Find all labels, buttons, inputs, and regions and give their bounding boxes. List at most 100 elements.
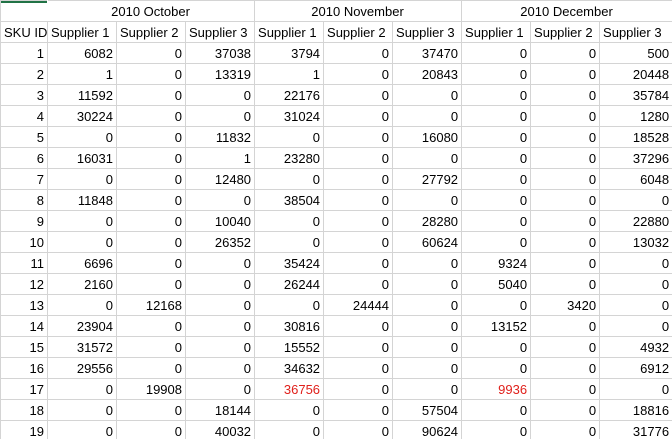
quantity-cell[interactable]: 0 xyxy=(461,189,532,211)
quantity-cell[interactable]: 0 xyxy=(530,105,601,127)
quantity-cell[interactable]: 37470 xyxy=(392,42,463,64)
sku-id-cell[interactable]: 6 xyxy=(0,147,48,169)
quantity-cell[interactable]: 35424 xyxy=(254,252,325,274)
sku-id-cell[interactable]: 11 xyxy=(0,252,48,274)
quantity-cell[interactable]: 0 xyxy=(184,252,256,274)
quantity-cell[interactable]: 12168 xyxy=(116,294,186,316)
quantity-cell[interactable]: 0 xyxy=(116,210,186,232)
quantity-cell[interactable]: 11848 xyxy=(47,189,117,211)
quantity-cell[interactable]: 0 xyxy=(461,63,532,85)
quantity-cell[interactable]: 18528 xyxy=(599,126,672,148)
month-header-cell[interactable]: 2010 November xyxy=(254,0,463,22)
quantity-cell[interactable]: 30816 xyxy=(254,315,325,337)
supplier-header-cell[interactable]: Supplier 1 xyxy=(47,21,117,43)
quantity-cell[interactable]: 0 xyxy=(392,84,463,106)
quantity-cell[interactable]: 0 xyxy=(530,231,601,253)
quantity-cell[interactable]: 26352 xyxy=(184,231,256,253)
quantity-cell[interactable]: 0 xyxy=(47,210,117,232)
quantity-cell[interactable]: 0 xyxy=(599,315,672,337)
quantity-cell[interactable]: 0 xyxy=(184,315,256,337)
quantity-cell[interactable]: 9324 xyxy=(461,252,532,274)
quantity-cell[interactable]: 0 xyxy=(254,231,325,253)
quantity-cell[interactable]: 0 xyxy=(47,168,117,190)
quantity-cell[interactable]: 0 xyxy=(392,378,463,400)
quantity-cell[interactable]: 19908 xyxy=(116,378,186,400)
quantity-cell[interactable]: 0 xyxy=(461,210,532,232)
quantity-cell[interactable]: 0 xyxy=(599,273,672,295)
quantity-cell[interactable]: 0 xyxy=(116,315,186,337)
quantity-cell[interactable]: 31776 xyxy=(599,420,672,439)
quantity-cell[interactable]: 40032 xyxy=(184,420,256,439)
supplier-header-cell[interactable]: Supplier 1 xyxy=(254,21,325,43)
quantity-cell[interactable]: 35784 xyxy=(599,84,672,106)
quantity-cell[interactable]: 500 xyxy=(599,42,672,64)
quantity-cell[interactable]: 2160 xyxy=(47,273,117,295)
quantity-cell[interactable]: 6696 xyxy=(47,252,117,274)
quantity-cell[interactable]: 13152 xyxy=(461,315,532,337)
quantity-cell[interactable]: 0 xyxy=(323,357,394,379)
quantity-cell[interactable]: 0 xyxy=(392,147,463,169)
quantity-cell[interactable]: 0 xyxy=(530,420,601,439)
quantity-cell[interactable]: 0 xyxy=(184,105,256,127)
quantity-cell[interactable]: 0 xyxy=(47,420,117,439)
quantity-cell[interactable]: 0 xyxy=(47,231,117,253)
quantity-cell[interactable]: 0 xyxy=(184,189,256,211)
quantity-cell[interactable]: 31024 xyxy=(254,105,325,127)
quantity-cell[interactable]: 37038 xyxy=(184,42,256,64)
quantity-cell[interactable]: 13032 xyxy=(599,231,672,253)
quantity-cell[interactable]: 0 xyxy=(392,357,463,379)
supplier-header-cell[interactable]: Supplier 3 xyxy=(392,21,463,43)
quantity-cell[interactable]: 0 xyxy=(47,399,117,421)
quantity-cell[interactable]: 0 xyxy=(530,189,601,211)
quantity-cell[interactable]: 0 xyxy=(461,336,532,358)
quantity-cell[interactable]: 4932 xyxy=(599,336,672,358)
quantity-cell[interactable]: 24444 xyxy=(323,294,394,316)
quantity-cell[interactable]: 38504 xyxy=(254,189,325,211)
quantity-cell[interactable]: 0 xyxy=(323,420,394,439)
quantity-cell[interactable]: 0 xyxy=(599,189,672,211)
quantity-cell[interactable]: 60624 xyxy=(392,231,463,253)
quantity-cell[interactable]: 0 xyxy=(599,378,672,400)
sku-id-cell[interactable]: 5 xyxy=(0,126,48,148)
sku-id-cell[interactable]: 4 xyxy=(0,105,48,127)
quantity-cell[interactable]: 0 xyxy=(254,210,325,232)
quantity-cell[interactable]: 0 xyxy=(530,168,601,190)
quantity-cell[interactable]: 1 xyxy=(47,63,117,85)
quantity-cell[interactable]: 27792 xyxy=(392,168,463,190)
quantity-cell[interactable]: 0 xyxy=(530,126,601,148)
quantity-cell[interactable]: 0 xyxy=(323,210,394,232)
sku-id-cell[interactable]: 2 xyxy=(0,63,48,85)
quantity-cell[interactable]: 0 xyxy=(116,147,186,169)
quantity-cell[interactable]: 0 xyxy=(184,84,256,106)
quantity-cell[interactable]: 36756 xyxy=(254,378,325,400)
quantity-cell[interactable]: 0 xyxy=(116,273,186,295)
quantity-cell[interactable]: 6082 xyxy=(47,42,117,64)
quantity-cell[interactable]: 0 xyxy=(392,336,463,358)
quantity-cell[interactable]: 0 xyxy=(47,378,117,400)
quantity-cell[interactable]: 0 xyxy=(254,420,325,439)
quantity-cell[interactable]: 0 xyxy=(530,147,601,169)
sku-id-cell[interactable]: 8 xyxy=(0,189,48,211)
quantity-cell[interactable]: 0 xyxy=(116,336,186,358)
quantity-cell[interactable]: 18816 xyxy=(599,399,672,421)
quantity-cell[interactable]: 0 xyxy=(116,357,186,379)
corner-cell[interactable] xyxy=(0,0,48,22)
quantity-cell[interactable]: 34632 xyxy=(254,357,325,379)
supplier-header-cell[interactable]: Supplier 2 xyxy=(323,21,394,43)
quantity-cell[interactable]: 0 xyxy=(47,126,117,148)
quantity-cell[interactable]: 0 xyxy=(392,105,463,127)
sku-id-cell[interactable]: 16 xyxy=(0,357,48,379)
quantity-cell[interactable]: 6912 xyxy=(599,357,672,379)
sku-id-cell[interactable]: 3 xyxy=(0,84,48,106)
quantity-cell[interactable]: 3420 xyxy=(530,294,601,316)
sku-id-cell[interactable]: 14 xyxy=(0,315,48,337)
quantity-cell[interactable]: 0 xyxy=(184,294,256,316)
quantity-cell[interactable]: 0 xyxy=(116,252,186,274)
quantity-cell[interactable]: 1280 xyxy=(599,105,672,127)
quantity-cell[interactable]: 3794 xyxy=(254,42,325,64)
quantity-cell[interactable]: 0 xyxy=(461,168,532,190)
quantity-cell[interactable]: 0 xyxy=(530,378,601,400)
sku-id-cell[interactable]: 9 xyxy=(0,210,48,232)
quantity-cell[interactable]: 29556 xyxy=(47,357,117,379)
quantity-cell[interactable]: 0 xyxy=(116,420,186,439)
